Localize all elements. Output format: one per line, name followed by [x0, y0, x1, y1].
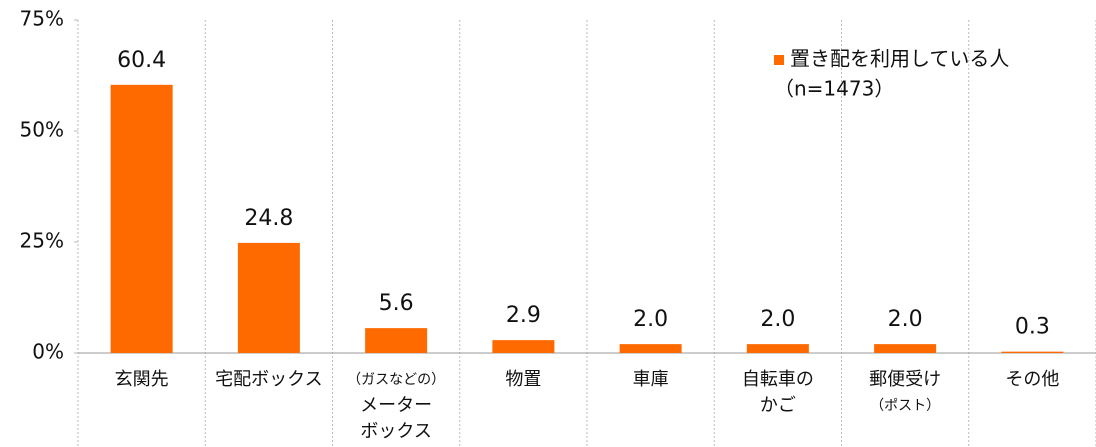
y-tick-label: 75% — [20, 7, 64, 31]
value-label: 5.6 — [379, 291, 414, 316]
value-label: 0.3 — [1015, 315, 1050, 340]
x-tick-label: 自転車の — [742, 369, 814, 390]
x-tick-label: メーター — [360, 395, 432, 416]
legend-swatch — [774, 55, 784, 65]
bar — [110, 84, 173, 353]
value-label: 2.0 — [760, 307, 795, 332]
x-tick-label: 車庫 — [633, 369, 669, 390]
y-tick-label: 25% — [20, 229, 64, 253]
x-tick-label: （ポスト） — [870, 398, 940, 414]
y-tick-label: 0% — [32, 340, 64, 364]
bar — [619, 344, 682, 353]
x-tick-label: ボックス — [360, 421, 431, 442]
bar — [1001, 351, 1064, 353]
x-tick-label: その他 — [1005, 369, 1059, 390]
legend-note: （n=1473） — [774, 77, 894, 101]
bar — [365, 328, 428, 353]
legend-label: 置き配を利用している人 — [790, 47, 1009, 71]
x-tick-label: 郵便受け — [869, 369, 941, 390]
x-tick-label: 玄関先 — [115, 369, 169, 390]
bar — [874, 344, 937, 353]
x-tick-label: かご — [760, 395, 796, 416]
value-label: 60.4 — [117, 48, 166, 73]
value-label: 2.0 — [888, 307, 923, 332]
bar — [492, 340, 555, 353]
x-tick-label: 物置 — [505, 369, 541, 390]
value-label: 2.9 — [506, 303, 541, 328]
bar — [237, 242, 300, 353]
y-tick-label: 50% — [20, 118, 64, 142]
bar — [746, 344, 809, 353]
x-tick-label: 宅配ボックス — [215, 369, 322, 390]
value-label: 24.8 — [244, 206, 293, 231]
x-tick-label: （ガスなどの） — [347, 372, 445, 388]
value-label: 2.0 — [633, 307, 668, 332]
